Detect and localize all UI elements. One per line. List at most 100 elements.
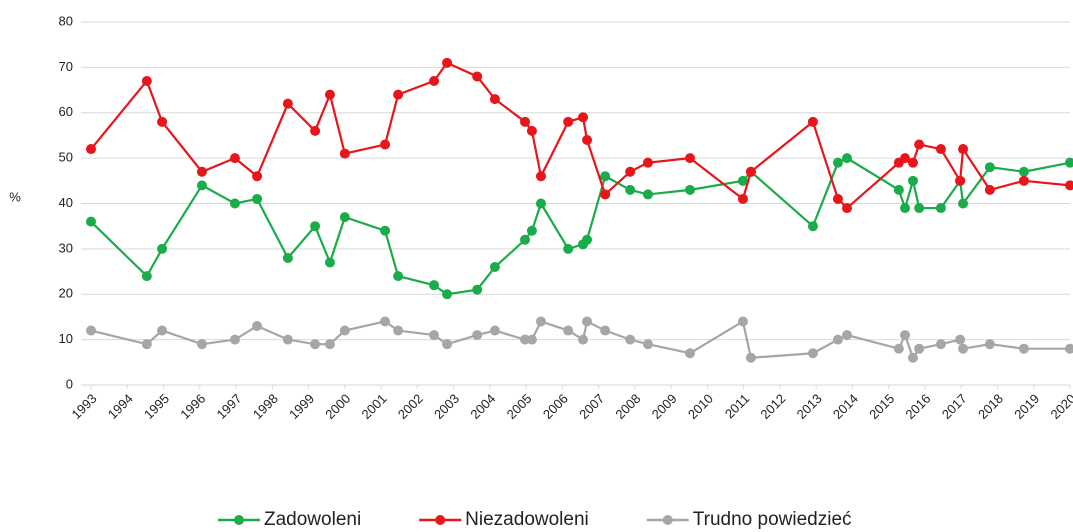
x-tick-label: 2020 [1047, 391, 1073, 422]
x-tick-label: 2000 [322, 391, 353, 422]
data-point [914, 139, 925, 150]
legend-swatch [435, 515, 446, 525]
data-point [520, 116, 531, 127]
data-point [526, 225, 537, 236]
data-point [229, 198, 240, 209]
data-point [252, 171, 263, 182]
data-point [86, 216, 96, 227]
data-point [842, 203, 853, 214]
data-point [520, 334, 531, 345]
data-point [737, 193, 748, 204]
data-point [893, 184, 904, 195]
y-tick-label: 30 [59, 240, 73, 255]
data-point [380, 139, 391, 150]
data-point [252, 193, 263, 204]
data-point [745, 352, 756, 363]
data-point [535, 198, 546, 209]
data-point [282, 252, 293, 263]
data-point [472, 71, 483, 82]
data-point [642, 157, 653, 168]
data-point [157, 325, 168, 336]
x-tick-label: 2003 [431, 391, 462, 422]
x-tick-label: 2016 [902, 391, 933, 422]
y-tick-label: 40 [59, 195, 73, 210]
x-tick-label: 1995 [141, 391, 172, 422]
data-point [472, 330, 483, 341]
y-axis-label: % [9, 189, 21, 204]
x-tick-label: 2017 [939, 391, 970, 422]
x-tick-label: 2007 [576, 391, 607, 422]
data-point [141, 75, 152, 86]
data-point [324, 339, 335, 350]
data-point [642, 339, 653, 350]
data-point [642, 189, 653, 200]
series-line [90, 156, 1071, 296]
data-point [578, 334, 589, 345]
x-tick-label: 2002 [395, 391, 426, 422]
data-point [807, 116, 818, 127]
data-point [737, 175, 748, 186]
data-point [229, 153, 240, 164]
data-point [958, 343, 969, 354]
data-point [685, 184, 696, 195]
data-point [578, 112, 589, 123]
data-point [935, 144, 946, 155]
data-point [935, 339, 946, 350]
y-tick-label: 50 [59, 150, 73, 165]
x-tick-label: 2011 [722, 391, 752, 421]
data-point [520, 234, 531, 245]
data-point [1065, 343, 1073, 354]
data-point [914, 203, 925, 214]
data-point [86, 144, 96, 155]
x-tick-label: 2018 [975, 391, 1006, 422]
data-point [526, 125, 537, 136]
data-point [625, 334, 636, 345]
x-tick-label: 2008 [612, 391, 643, 422]
x-tick-label: 1996 [177, 391, 208, 422]
data-point [310, 339, 321, 350]
y-tick-label: 20 [59, 286, 73, 301]
data-point [907, 352, 918, 363]
data-point [563, 116, 574, 127]
data-point [958, 144, 969, 155]
data-point [141, 339, 152, 350]
data-point [380, 316, 391, 327]
data-point [196, 339, 207, 350]
data-point [442, 339, 453, 350]
y-tick-label: 70 [59, 59, 73, 74]
data-point [86, 325, 96, 336]
data-point [582, 316, 593, 327]
data-point [907, 175, 918, 186]
data-point [535, 316, 546, 327]
data-point [1018, 166, 1029, 177]
x-tick-label: 2004 [467, 391, 498, 422]
data-point [489, 94, 500, 105]
data-point [324, 257, 335, 268]
data-point [955, 175, 966, 186]
data-point [429, 330, 440, 341]
data-point [310, 125, 321, 136]
data-point [582, 234, 593, 245]
data-point [380, 225, 391, 236]
data-point [535, 171, 546, 182]
data-point [832, 193, 843, 204]
data-point [339, 325, 350, 336]
x-tick-label: 2006 [540, 391, 571, 422]
x-tick-label: 2009 [649, 391, 680, 422]
data-point [1065, 157, 1073, 168]
data-point [393, 89, 404, 100]
data-point [600, 171, 611, 182]
data-point [907, 157, 918, 168]
data-point [472, 284, 483, 295]
data-point [1018, 175, 1029, 186]
legend-swatch [234, 515, 244, 525]
data-point [442, 289, 453, 300]
data-point [282, 334, 293, 345]
data-point [324, 89, 335, 100]
data-point [196, 180, 207, 191]
data-point [393, 325, 404, 336]
data-point [842, 330, 853, 341]
x-tick-label: 2005 [504, 391, 535, 422]
data-point [807, 221, 818, 232]
